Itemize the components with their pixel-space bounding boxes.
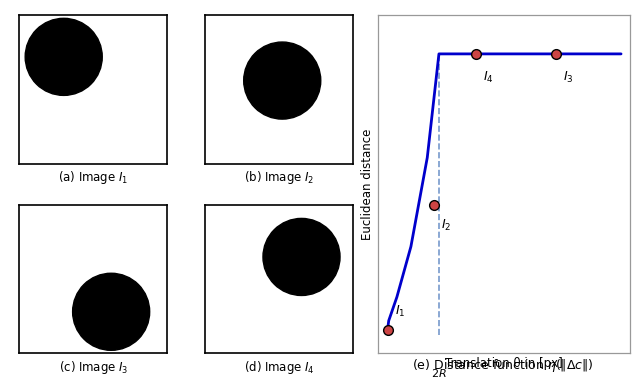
Text: $I_3$: $I_3$ — [563, 70, 573, 85]
X-axis label: Translation θ in [px]: Translation θ in [px] — [445, 358, 563, 371]
X-axis label: (d) Image $I_4$: (d) Image $I_4$ — [244, 359, 315, 376]
Text: $I_4$: $I_4$ — [483, 70, 494, 85]
Text: (e) Distance function $\eta(\|\Delta c\|)$: (e) Distance function $\eta(\|\Delta c\|… — [412, 358, 593, 374]
Text: $I_1$: $I_1$ — [395, 304, 405, 319]
Circle shape — [263, 218, 340, 295]
Circle shape — [244, 42, 321, 119]
Text: $2R$: $2R$ — [431, 367, 447, 379]
X-axis label: (b) Image $I_2$: (b) Image $I_2$ — [244, 169, 314, 186]
Text: $I_2$: $I_2$ — [441, 218, 452, 233]
Circle shape — [72, 273, 150, 350]
Y-axis label: Euclidean distance: Euclidean distance — [361, 129, 374, 240]
X-axis label: (a) Image $I_1$: (a) Image $I_1$ — [58, 169, 129, 186]
X-axis label: (c) Image $I_3$: (c) Image $I_3$ — [59, 359, 128, 376]
Circle shape — [25, 18, 102, 95]
